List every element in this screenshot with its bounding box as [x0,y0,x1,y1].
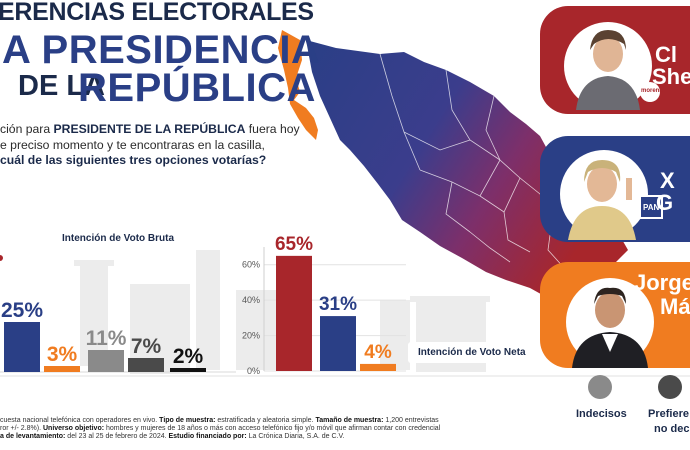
card-galvez-name2: G [656,190,674,215]
card-maynez-name2: Má [660,294,690,319]
bruta-cropped-marker [0,255,3,261]
footnote-l1d: Tamaño de muestra: [315,417,384,424]
neta-value-label: 4% [364,342,392,363]
card-sheinbaum: Cl She morena [540,6,690,114]
question-part2: fuera hoy [245,122,300,136]
bruta-bar [170,368,206,372]
bruta-value-label: 7% [131,335,162,358]
question-line3: cuál de las siguientes tres opciones vot… [0,153,267,167]
chart-bruta-title: Intención de Voto Bruta [54,230,183,247]
neta-ytick-label: 0% [247,366,260,376]
neta-bar [320,316,356,371]
footnote-l2a: ror +/- 2.8%). [0,425,43,433]
card-maynez: Jorge Má [540,262,690,368]
header-line1: ERENCIAS ELECTORALES [0,0,314,26]
methodology-footnote: cuesta nacional telefónica con operadore… [0,417,530,442]
legend-indecisos-label: Indecisos [576,408,627,420]
question-line2: e preciso momento y te encontraras en la… [0,137,265,152]
question-bold: PRESIDENTE DE LA REPÚBLICA [53,122,246,136]
neta-ytick-label: 60% [242,260,260,270]
card-maynez-name1: Jorge [634,270,690,295]
footnote-l1e: 1,200 entrevistas [383,417,439,424]
card-sheinbaum-name1: Cl [655,42,677,67]
bruta-value-label: 11% [86,327,127,350]
chart-neta-title: Intención de Voto Neta [408,342,536,363]
bruta-bar [44,366,80,372]
header-line3b: REPÚBLICA [78,66,316,110]
footnote-l3c: Estudio financiado por: [168,433,247,441]
neta-value-label: 65% [275,234,313,255]
baja-peninsula [278,30,318,140]
card-sheinbaum-name2: She [652,64,690,89]
neta-value-label: 31% [319,294,357,315]
legend-prefiere-label2: no decir [654,423,690,435]
bruta-bar [4,322,40,372]
survey-question: ción para PRESIDENTE DE LA REPÚBLICA fue… [0,122,300,169]
legend-prefiere-label1: Prefiere [648,408,689,420]
sheinbaum-portrait [564,22,660,110]
neta-ytick-label: 20% [242,331,260,341]
bruta-bar [88,350,124,372]
morena-logo: morena [641,88,663,94]
footnote-l3a: a de levantamiento: [0,433,66,441]
neta-bar [276,255,312,371]
legend-indecisos-dot [588,375,612,399]
card-galvez-name1: X [660,168,675,193]
neta-ytick-label: 40% [242,295,260,305]
chart-neta: 0% 20% 40% 60% 65% 31% 4% [242,234,406,376]
footnote-l3b: del 23 al 25 de febrero de 2024. [65,433,169,441]
card-galvez: X G PAN [540,136,690,242]
footnote-l1a: cuesta nacional telefónica con operadore… [0,417,160,424]
footnote-l1b: Tipo de muestra: [159,417,216,424]
footnote-l3d: La Crónica Diaria, S.A. de C.V. [246,433,345,441]
bruta-bar [128,358,164,372]
bruta-value-label: 2% [173,345,204,368]
footnote-l1c: estratificada y aleatoria simple. [215,417,316,424]
neta-bar [360,363,396,371]
bruta-value-label: 25% [1,299,43,322]
footnote-l2b: Universo objetivo: [42,425,105,433]
maynez-portrait [566,278,654,368]
header-line2: A PRESIDENCIA [2,28,321,72]
footnote-l2c: hombres y mujeres de 18 años o más con a… [104,425,441,433]
galvez-portrait [560,150,663,240]
chart-bruta: 25%3% 11% 7% 2% [0,255,236,373]
header-line3a: DE LA [18,70,105,102]
pan-logo: PAN [643,203,660,212]
bruta-value-label: 3% [47,343,78,366]
question-part1: ción para [0,122,54,136]
legend-prefiere-dot [658,375,682,399]
